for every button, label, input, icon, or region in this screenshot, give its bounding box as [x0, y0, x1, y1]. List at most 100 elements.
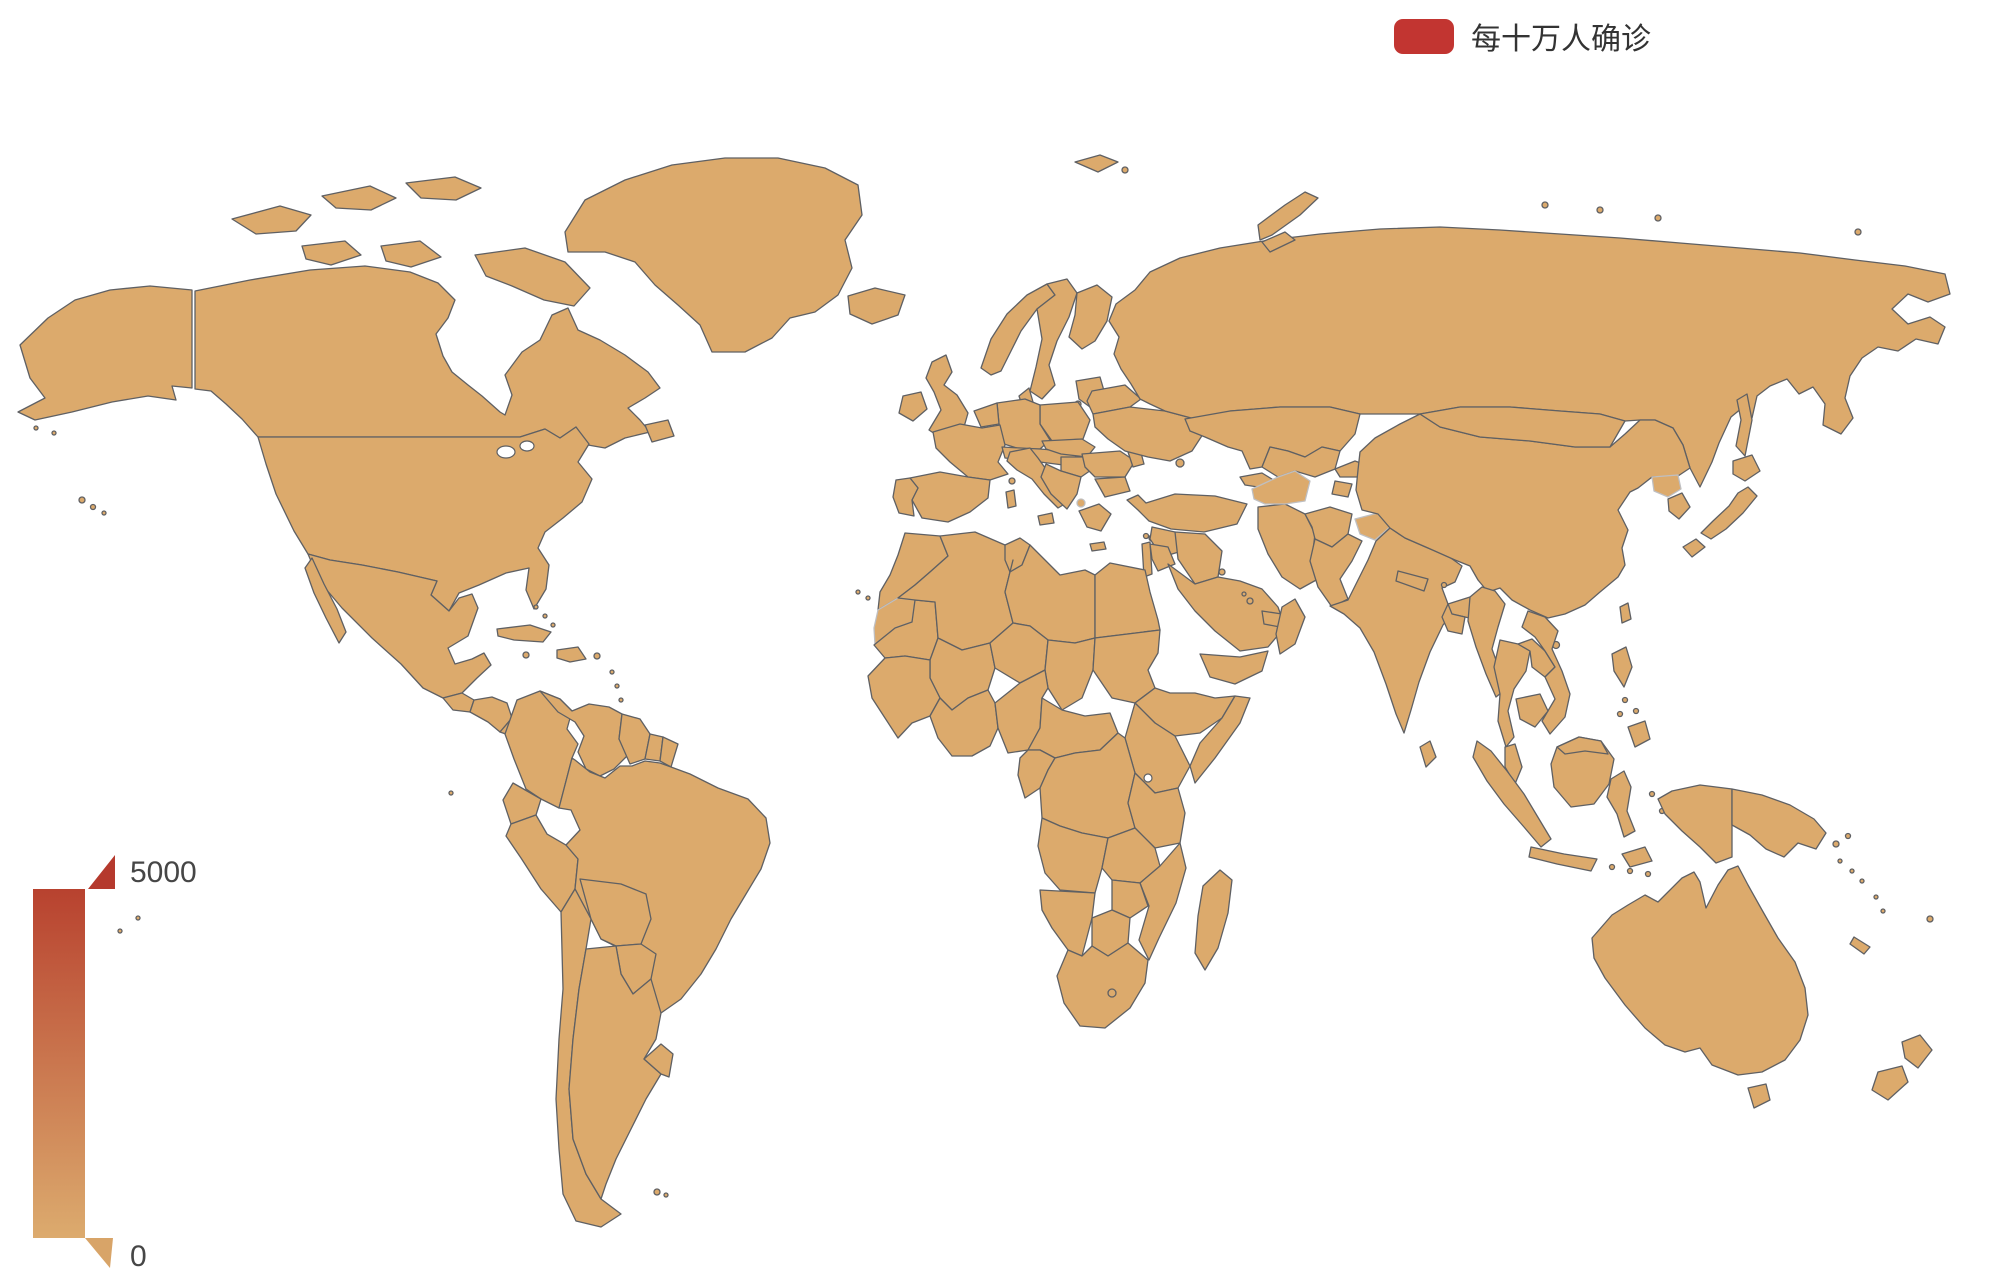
map-region-cuba[interactable]: [496, 624, 552, 643]
map-region-sweden[interactable]: [1029, 278, 1078, 400]
map-region-nz-north-island[interactable]: [1901, 1034, 1933, 1069]
map-region-lesser-sunda[interactable]: [1608, 863, 1616, 871]
map-region-kashmir[interactable]: [1354, 512, 1391, 541]
map-region-falkland-islands[interactable]: [653, 1188, 661, 1196]
map-region-tasmania[interactable]: [1747, 1083, 1771, 1109]
map-region-lesser-antilles[interactable]: [618, 697, 624, 703]
map-region-arctic-island[interactable]: [301, 240, 362, 266]
map-region-pacific-islands[interactable]: [135, 915, 141, 921]
map-region-gulf-of-guinea[interactable]: [929, 689, 999, 757]
map-region-new-britain[interactable]: [1844, 832, 1852, 840]
map-region-falkland-islands[interactable]: [663, 1192, 669, 1198]
map-region-hokkaido[interactable]: [1732, 454, 1761, 482]
map-region-bhutan[interactable]: [1440, 581, 1448, 589]
map-region-somalia[interactable]: [1189, 695, 1251, 784]
map-region-solomon-islands[interactable]: [1837, 858, 1843, 864]
map-region-svalbard[interactable]: [1121, 166, 1129, 174]
map-region-sulawesi[interactable]: [1606, 770, 1636, 838]
map-region-arctic-island[interactable]: [405, 176, 482, 201]
map-region-qatar[interactable]: [1246, 597, 1254, 605]
map-region-australia[interactable]: [1591, 865, 1809, 1076]
map-region-arctic-island[interactable]: [1654, 214, 1662, 222]
map-region-baffin-island[interactable]: [474, 247, 591, 307]
map-region-timor[interactable]: [1621, 846, 1653, 868]
map-region-mindanao[interactable]: [1627, 720, 1651, 748]
map-region-visayas[interactable]: [1621, 696, 1629, 704]
map-region-vanuatu[interactable]: [1873, 894, 1879, 900]
map-region-moluccas[interactable]: [1648, 790, 1656, 798]
map-region-lesser-antilles[interactable]: [614, 683, 620, 689]
map-region-svalbard[interactable]: [1074, 154, 1119, 173]
map-region-chad[interactable]: [1044, 637, 1096, 711]
legend-marker-swatch[interactable]: [1394, 18, 1454, 54]
map-region-madagascar[interactable]: [1194, 869, 1233, 971]
map-region-zimbabwe[interactable]: [1111, 879, 1149, 919]
map-region-nepal[interactable]: [1395, 570, 1429, 592]
map-region-papua-new-guinea[interactable]: [1731, 788, 1827, 858]
map-region-bangladesh[interactable]: [1441, 603, 1466, 635]
map-region-turkmenistan[interactable]: [1251, 470, 1311, 505]
map-region-kuwait[interactable]: [1218, 568, 1226, 576]
map-region-nz-south-island[interactable]: [1871, 1065, 1909, 1101]
legend-marker[interactable]: [1393, 18, 1455, 55]
map-region-hawaii[interactable]: [78, 496, 86, 504]
map-region-benelux[interactable]: [973, 402, 1000, 428]
map-region-finland[interactable]: [1068, 284, 1113, 350]
map-region-arctic-island[interactable]: [1541, 201, 1549, 209]
map-region-oman[interactable]: [1275, 598, 1306, 655]
map-region-vietnam[interactable]: [1521, 610, 1571, 735]
map-region-arctic-island[interactable]: [1596, 206, 1604, 214]
map-region-luzon[interactable]: [1611, 646, 1633, 688]
map-region-balkans[interactable]: [1040, 463, 1082, 510]
map-region-french-guiana[interactable]: [659, 736, 679, 768]
visualmap-handle-max[interactable]: [88, 855, 115, 889]
map-region-ukraine[interactable]: [1092, 406, 1206, 462]
map-region-arctic-island[interactable]: [321, 185, 397, 211]
map-region-canary-islands[interactable]: [865, 595, 871, 601]
map-region-bahamas[interactable]: [533, 604, 539, 610]
map-region-portugal[interactable]: [892, 477, 919, 517]
map-region-iceland[interactable]: [847, 287, 906, 325]
map-region-sakhalin[interactable]: [1735, 393, 1753, 457]
map-region-saudi-arabia[interactable]: [1167, 563, 1286, 652]
map-region-mexico[interactable]: [307, 553, 492, 699]
map-region-angola[interactable]: [1037, 817, 1109, 894]
map-region-west-papua[interactable]: [1657, 784, 1733, 864]
map-region-bahamas[interactable]: [550, 622, 556, 628]
map-region-ireland[interactable]: [898, 391, 928, 422]
map-region-south-korea[interactable]: [1667, 492, 1691, 520]
map-region-visayas[interactable]: [1616, 710, 1624, 718]
map-region-aleutians[interactable]: [51, 430, 57, 436]
map-region-sumatra[interactable]: [1472, 740, 1552, 848]
map-region-bulgaria[interactable]: [1094, 476, 1131, 498]
map-region-corsica[interactable]: [1008, 477, 1016, 485]
map-region-crete[interactable]: [1089, 541, 1107, 552]
map-region-uruguay[interactable]: [643, 1043, 674, 1078]
map-region-sri-lanka[interactable]: [1419, 740, 1437, 768]
map-region-arctic-island[interactable]: [380, 240, 442, 268]
map-region-spain[interactable]: [909, 471, 991, 523]
map-region-greenland[interactable]: [564, 157, 863, 353]
map-region-solomon-islands[interactable]: [1849, 868, 1855, 874]
map-region-tajikistan[interactable]: [1331, 480, 1353, 498]
map-region-visayas[interactable]: [1632, 707, 1640, 715]
legend[interactable]: 每十万人确诊: [1393, 14, 1651, 58]
map-region-java[interactable]: [1528, 846, 1598, 872]
map-region-crimea[interactable]: [1175, 458, 1185, 468]
map-region-south-africa[interactable]: [1056, 942, 1149, 1029]
map-region-israel[interactable]: [1141, 541, 1153, 578]
map-region-west-africa-coast[interactable]: [867, 655, 941, 739]
map-region-cambodia[interactable]: [1515, 693, 1549, 728]
map-region-taiwan[interactable]: [1619, 602, 1632, 624]
map-region-lebanon[interactable]: [1142, 532, 1150, 540]
map-region-namibia[interactable]: [1039, 889, 1096, 957]
map-region-honshu[interactable]: [1700, 486, 1758, 540]
map-region-solomon-islands[interactable]: [1859, 878, 1865, 884]
map-region-wrangel-island[interactable]: [1854, 228, 1862, 236]
map-region-east-malaysia[interactable]: [1556, 736, 1609, 755]
map-region-hawaii[interactable]: [101, 510, 107, 516]
map-region-novaya-zemlya[interactable]: [1257, 191, 1319, 241]
map-region-hispaniola[interactable]: [556, 646, 587, 663]
map-region-argentina[interactable]: [568, 945, 662, 1200]
map-region-novaya-zemlya[interactable]: [1261, 231, 1296, 253]
